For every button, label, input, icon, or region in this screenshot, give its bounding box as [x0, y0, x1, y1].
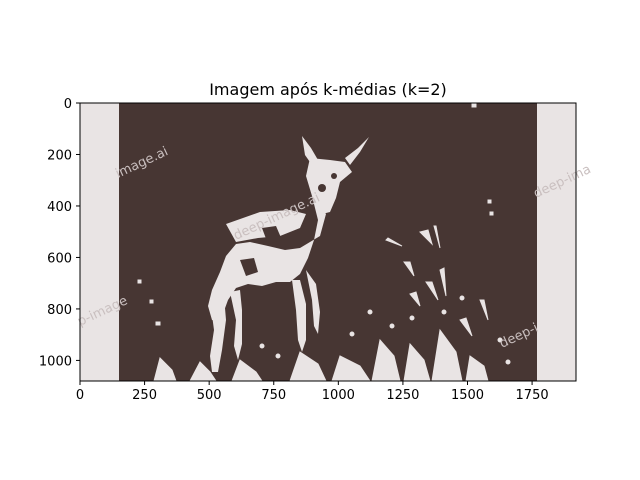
x-tick-label: 1750 — [516, 388, 549, 403]
x-tick-label: 1250 — [386, 388, 419, 403]
x-tick-label: 750 — [261, 388, 286, 403]
y-tick-label: 400 — [47, 200, 72, 215]
y-tick-label: 800 — [47, 303, 72, 318]
left-light-band — [80, 103, 119, 381]
y-axis: 0 200 400 600 800 1000 — [39, 97, 80, 369]
plot-title: Imagem após k-médias (k=2) — [209, 80, 447, 99]
deer-silhouette — [208, 136, 369, 372]
x-tick-label: 0 — [76, 388, 84, 403]
grass-speckles — [137, 103, 511, 382]
right-light-band — [537, 103, 576, 381]
y-tick-label: 1000 — [39, 354, 72, 369]
x-tick-label: 1000 — [322, 388, 355, 403]
y-tick-label: 200 — [47, 148, 72, 163]
x-tick-label: 500 — [197, 388, 222, 403]
y-tick-label: 0 — [64, 97, 72, 112]
x-tick-label: 1500 — [451, 388, 484, 403]
axes-frame — [79, 102, 577, 382]
y-tick-label: 600 — [47, 251, 72, 266]
dark-background — [119, 103, 537, 381]
x-tick-label: 250 — [132, 388, 157, 403]
x-axis: 0 250 500 750 1000 1250 1500 1750 — [76, 381, 549, 403]
segmented-image: image.ai deep-image.ai deep-ima p-image … — [75, 103, 593, 382]
